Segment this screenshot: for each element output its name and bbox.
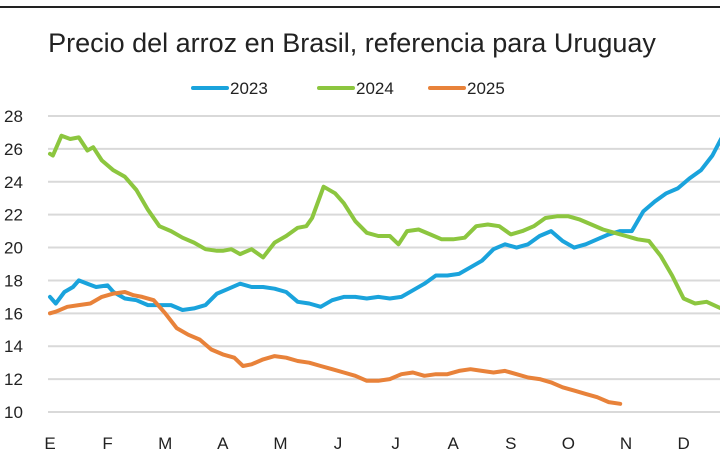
x-tick-label: J	[334, 434, 343, 453]
y-axis-ticks: 10 12 14 16 18 20 22 24 26 28	[4, 107, 23, 422]
series-lines	[48, 133, 720, 406]
series-line-2025	[48, 290, 623, 406]
x-tick-label: M	[273, 434, 287, 453]
legend-label-2024: 2024	[356, 79, 394, 98]
x-tick-label: N	[620, 434, 632, 453]
legend: 2023 2024 2025	[191, 79, 505, 98]
x-tick-label: A	[217, 434, 229, 453]
legend-label-2023: 2023	[230, 79, 268, 98]
x-tick-label: O	[562, 434, 575, 453]
y-tick-label: 18	[4, 271, 23, 290]
x-tick-label: D	[677, 434, 689, 453]
x-tick-label: J	[391, 434, 400, 453]
y-tick-label: 12	[4, 370, 23, 389]
series-line-2024	[48, 133, 720, 311]
y-tick-label: 26	[4, 140, 23, 159]
chart-title: Precio del arroz en Brasil, referencia p…	[48, 28, 656, 58]
y-tick-label: 28	[4, 107, 23, 126]
legend-label-2025: 2025	[467, 79, 505, 98]
y-tick-label: 14	[4, 337, 23, 356]
y-tick-label: 20	[4, 239, 23, 258]
top-border-line	[0, 6, 720, 8]
x-tick-label: E	[44, 434, 55, 453]
y-tick-label: 24	[4, 173, 23, 192]
x-tick-label: S	[505, 434, 516, 453]
y-tick-label: 22	[4, 206, 23, 225]
series-line-2023	[48, 137, 720, 312]
x-tick-label: A	[448, 434, 460, 453]
x-tick-label: M	[158, 434, 172, 453]
y-tick-label: 10	[4, 403, 23, 422]
gridlines	[48, 115, 720, 413]
x-tick-label: F	[102, 434, 112, 453]
y-tick-label: 16	[4, 304, 23, 323]
